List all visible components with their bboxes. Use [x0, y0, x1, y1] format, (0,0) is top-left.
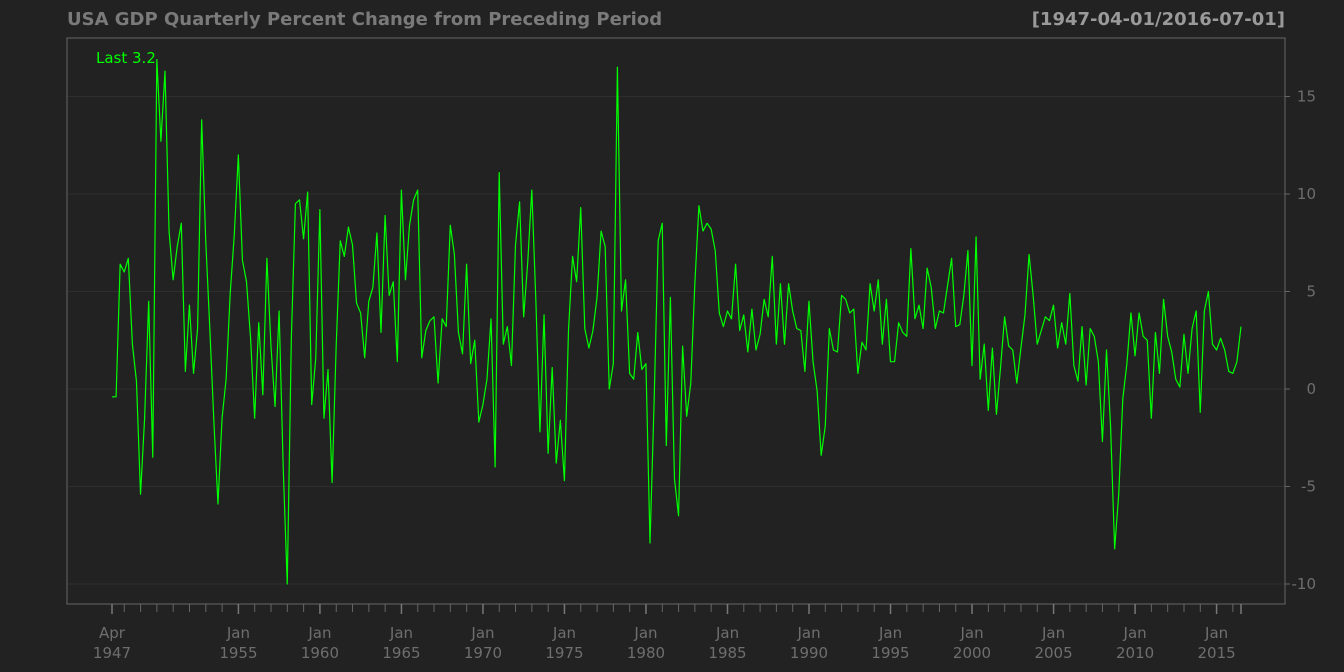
- x-tick-label-month: Jan: [715, 624, 739, 642]
- x-tick-label-month: Jan: [959, 624, 983, 642]
- y-tick-label: 15: [1297, 88, 1316, 106]
- y-tick-label: -5: [1301, 478, 1316, 496]
- x-tick-label-year: 1995: [871, 644, 909, 662]
- x-tick-label-year: 1980: [627, 644, 665, 662]
- x-tick-label-month: Jan: [389, 624, 413, 642]
- y-tick-label: 10: [1297, 185, 1316, 203]
- x-tick-label-month: Jan: [633, 624, 657, 642]
- x-tick-label-month: Jan: [470, 624, 494, 642]
- y-tick-label: -10: [1292, 575, 1317, 593]
- x-tick-label-month: Jan: [796, 624, 820, 642]
- gdp-series-line: [112, 58, 1242, 585]
- x-tick-label-month: Jan: [1123, 624, 1147, 642]
- x-tick-label-month: Jan: [878, 624, 902, 642]
- x-tick-label-year: 2005: [1034, 644, 1072, 662]
- x-tick-label-year: 1947: [93, 644, 131, 662]
- x-tick-label-year: 2010: [1116, 644, 1154, 662]
- x-tick-label-year: 2015: [1197, 644, 1235, 662]
- x-tick-label-year: 1965: [382, 644, 420, 662]
- x-tick-label-month: Apr: [99, 624, 126, 642]
- x-tick-label-month: Jan: [307, 624, 331, 642]
- x-tick-label-year: 1970: [464, 644, 502, 662]
- last-value-label: Last 3.2: [96, 49, 156, 67]
- x-tick-label-year: 1960: [301, 644, 339, 662]
- y-tick-label: 5: [1306, 283, 1316, 301]
- y-tick-label: 0: [1306, 380, 1316, 398]
- x-tick-label-month: Jan: [1041, 624, 1065, 642]
- x-tick-label-year: 1975: [545, 644, 583, 662]
- x-tick-label-year: 1985: [708, 644, 746, 662]
- x-tick-label-month: Jan: [1204, 624, 1228, 642]
- gridlines: [67, 96, 1285, 585]
- x-tick-label-year: 2000: [953, 644, 991, 662]
- chart-title: USA GDP Quarterly Percent Change from Pr…: [67, 9, 662, 30]
- x-tick-label-month: Jan: [226, 624, 250, 642]
- x-axis: Apr 1947 Jan 1955 Jan 1960 Jan 1965 Jan 1970 Jan 19…: [93, 604, 1242, 662]
- plot-frame: [66, 37, 1286, 605]
- y-axis: 15 10 5 0 -5 -10: [1285, 88, 1317, 593]
- x-tick-label-month: Jan: [552, 624, 576, 642]
- x-tick-label-year: 1990: [790, 644, 828, 662]
- x-tick-label-year: 1955: [219, 644, 257, 662]
- date-range-label: [1947-04-01/2016-07-01]: [1032, 9, 1285, 30]
